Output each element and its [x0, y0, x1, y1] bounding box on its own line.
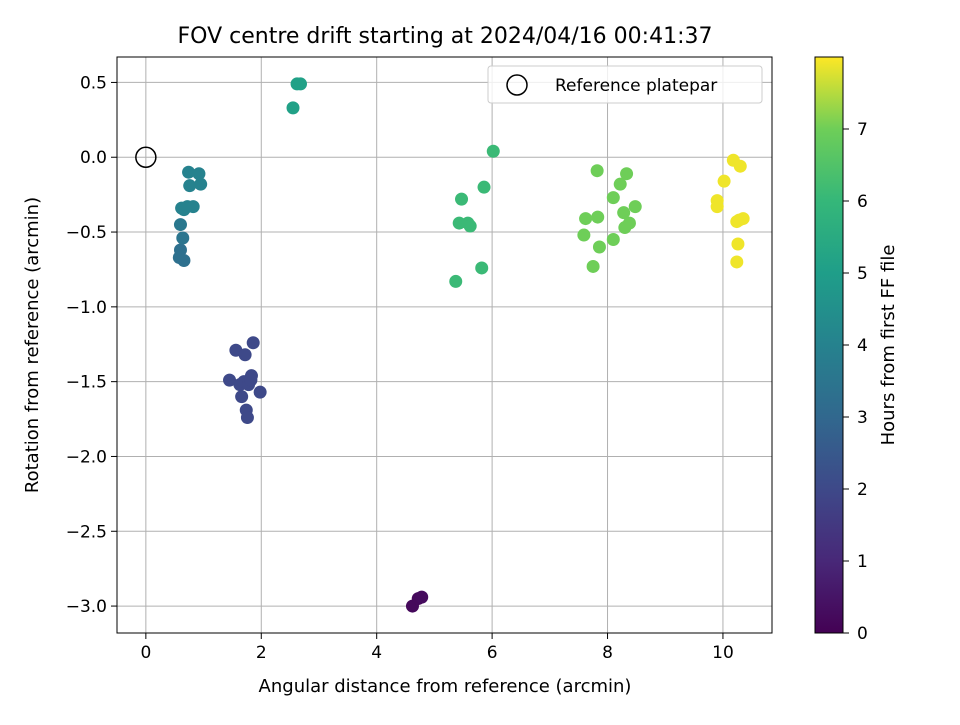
- data-point: [617, 206, 631, 220]
- data-point: [235, 390, 249, 404]
- colorbar-tick-label: 5: [857, 264, 868, 284]
- x-axis-label: Angular distance from reference (arcmin): [259, 676, 632, 697]
- data-point: [182, 165, 196, 179]
- data-point: [717, 174, 731, 188]
- data-point: [618, 221, 632, 235]
- x-tick-label: 6: [487, 643, 498, 663]
- data-point: [238, 348, 252, 362]
- legend-label: Reference platepar: [555, 76, 717, 96]
- colorbar-tick-label: 0: [857, 624, 868, 644]
- y-tick-label: −2.5: [66, 522, 107, 542]
- chart-title: FOV centre drift starting at 2024/04/16 …: [178, 24, 713, 49]
- legend-reference-marker: [506, 74, 528, 96]
- legend: Reference platepar: [487, 65, 763, 104]
- colorbar-tick-label: 1: [857, 552, 868, 572]
- data-point: [246, 336, 260, 350]
- data-point: [244, 373, 258, 387]
- data-point: [463, 219, 477, 233]
- plot-area-frame: [116, 56, 773, 634]
- x-tick-label: 10: [712, 643, 734, 663]
- data-point: [173, 218, 187, 232]
- y-axis-ticks: 0.5 0.0 −0.5 −1.0 −1.5 −2.0 −2.5 −3.0: [66, 73, 117, 617]
- y-tick-label: −3.0: [66, 597, 107, 617]
- y-tick-label: −1.0: [66, 298, 107, 318]
- data-points: [172, 77, 750, 613]
- x-tick-label: 2: [256, 643, 267, 663]
- data-point: [586, 259, 600, 273]
- colorbar-tick-label: 2: [857, 480, 868, 500]
- data-point: [710, 200, 724, 214]
- data-point: [606, 191, 620, 205]
- colorbar-tick-label: 7: [857, 120, 868, 140]
- data-point: [455, 192, 469, 206]
- colorbar-tick-label: 4: [857, 336, 868, 356]
- data-point: [730, 215, 744, 229]
- reference-platepar-marker: [135, 146, 157, 168]
- data-point: [731, 237, 745, 251]
- data-point: [591, 210, 605, 224]
- data-point: [577, 228, 591, 242]
- data-point: [486, 144, 500, 158]
- grid-lines: [117, 57, 772, 633]
- data-point: [628, 200, 642, 214]
- x-tick-label: 0: [140, 643, 151, 663]
- data-point: [286, 101, 300, 115]
- data-point: [186, 200, 200, 214]
- y-tick-label: −1.5: [66, 373, 107, 393]
- data-point: [449, 274, 463, 288]
- colorbar-tick-label: 3: [857, 408, 868, 428]
- data-point: [240, 411, 254, 425]
- y-tick-label: 0.0: [80, 148, 107, 168]
- y-axis-label: Rotation from reference (arcmin): [22, 197, 43, 493]
- data-point: [176, 231, 190, 245]
- data-point: [415, 590, 429, 604]
- legend-box: [487, 65, 763, 104]
- data-point: [477, 180, 491, 194]
- colorbar: 0 1 2 3 4 5 6 7 Hours from first FF file: [814, 56, 899, 644]
- y-tick-label: −2.0: [66, 447, 107, 467]
- y-tick-label: 0.5: [80, 73, 107, 93]
- colorbar-ticks: 0 1 2 3 4 5 6 7: [843, 120, 868, 644]
- x-tick-label: 8: [602, 643, 613, 663]
- data-point: [294, 77, 308, 91]
- data-point: [613, 177, 627, 191]
- colorbar-tick-label: 6: [857, 192, 868, 212]
- data-point: [590, 164, 604, 178]
- data-point: [606, 233, 620, 247]
- x-tick-label: 4: [371, 643, 382, 663]
- colorbar-label: Hours from first FF file: [878, 245, 899, 446]
- data-point: [475, 261, 489, 275]
- data-point: [192, 167, 206, 181]
- colorbar-gradient: [815, 57, 843, 633]
- data-point: [183, 179, 197, 193]
- data-point: [177, 253, 191, 267]
- data-point: [592, 240, 606, 254]
- data-point: [194, 177, 208, 191]
- y-tick-label: −0.5: [66, 223, 107, 243]
- x-axis-ticks: 0 2 4 6 8 10: [140, 633, 734, 663]
- data-point: [733, 159, 747, 173]
- data-point: [223, 373, 237, 387]
- data-point: [579, 212, 593, 226]
- data-point: [730, 255, 744, 269]
- data-point: [253, 385, 267, 399]
- data-point: [620, 167, 634, 181]
